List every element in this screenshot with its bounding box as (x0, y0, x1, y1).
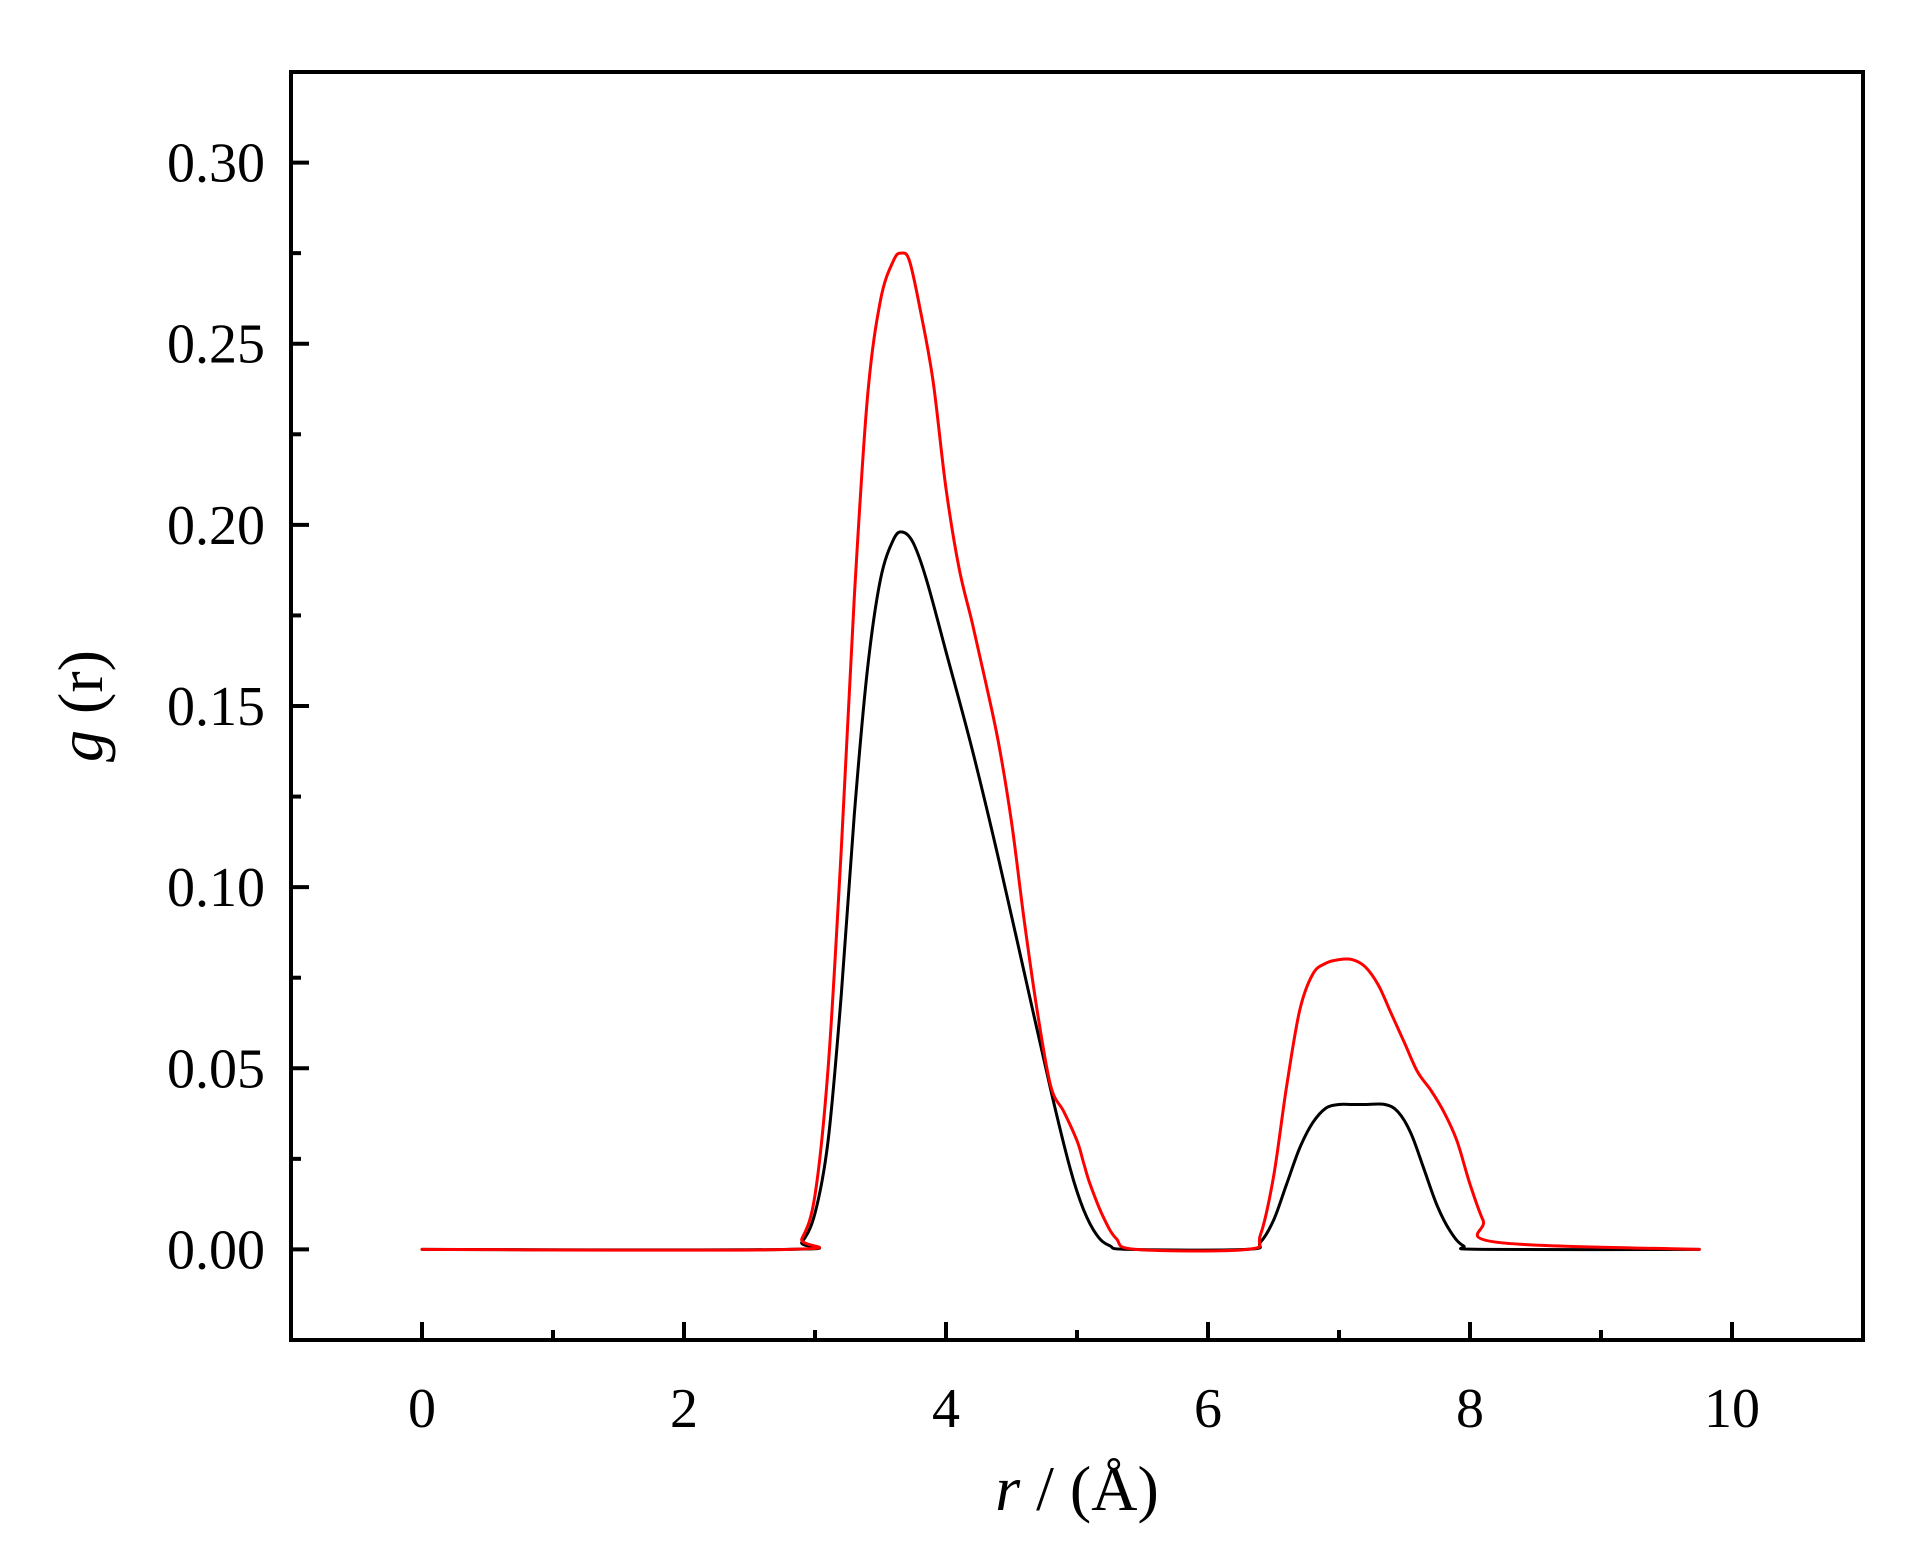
x-axis-title: r / (Å) (995, 1453, 1159, 1524)
y-axis-title-italic: g (45, 730, 116, 762)
y-tick-label: 0.25 (167, 314, 265, 376)
y-tick-label: 0.05 (167, 1038, 265, 1100)
series-layer (420, 251, 1701, 1253)
x-axis-title-italic: r (995, 1453, 1021, 1524)
x-tick-label: 6 (1194, 1378, 1222, 1440)
y-tick-label: 0.10 (167, 857, 265, 919)
x-axis-title-rest: / (Å) (1020, 1453, 1159, 1524)
plot-frame (289, 70, 1865, 1342)
x-tick-label: 8 (1456, 1378, 1484, 1440)
y-axis-title: g (r) (45, 650, 116, 762)
x-tick-label: 10 (1704, 1378, 1760, 1440)
y-tick-label: 0.30 (167, 133, 265, 195)
axis-ticks (291, 160, 1734, 1340)
y-tick-label: 0.20 (167, 495, 265, 557)
x-tick-label: 4 (932, 1378, 960, 1440)
x-tick-label: 0 (408, 1378, 436, 1440)
x-tick-label: 2 (670, 1378, 698, 1440)
y-tick-label: 0.00 (167, 1219, 265, 1281)
tick-labels: 0 2 4 6 8 10 0.00 0.05 0.10 0.15 0.20 0.25 0.30 (167, 133, 1760, 1440)
y-axis-title-rest: (r) (45, 650, 116, 730)
series-line-2 (420, 251, 1701, 1253)
y-tick-label: 0.15 (167, 676, 265, 738)
series-line-1 (420, 530, 1701, 1252)
